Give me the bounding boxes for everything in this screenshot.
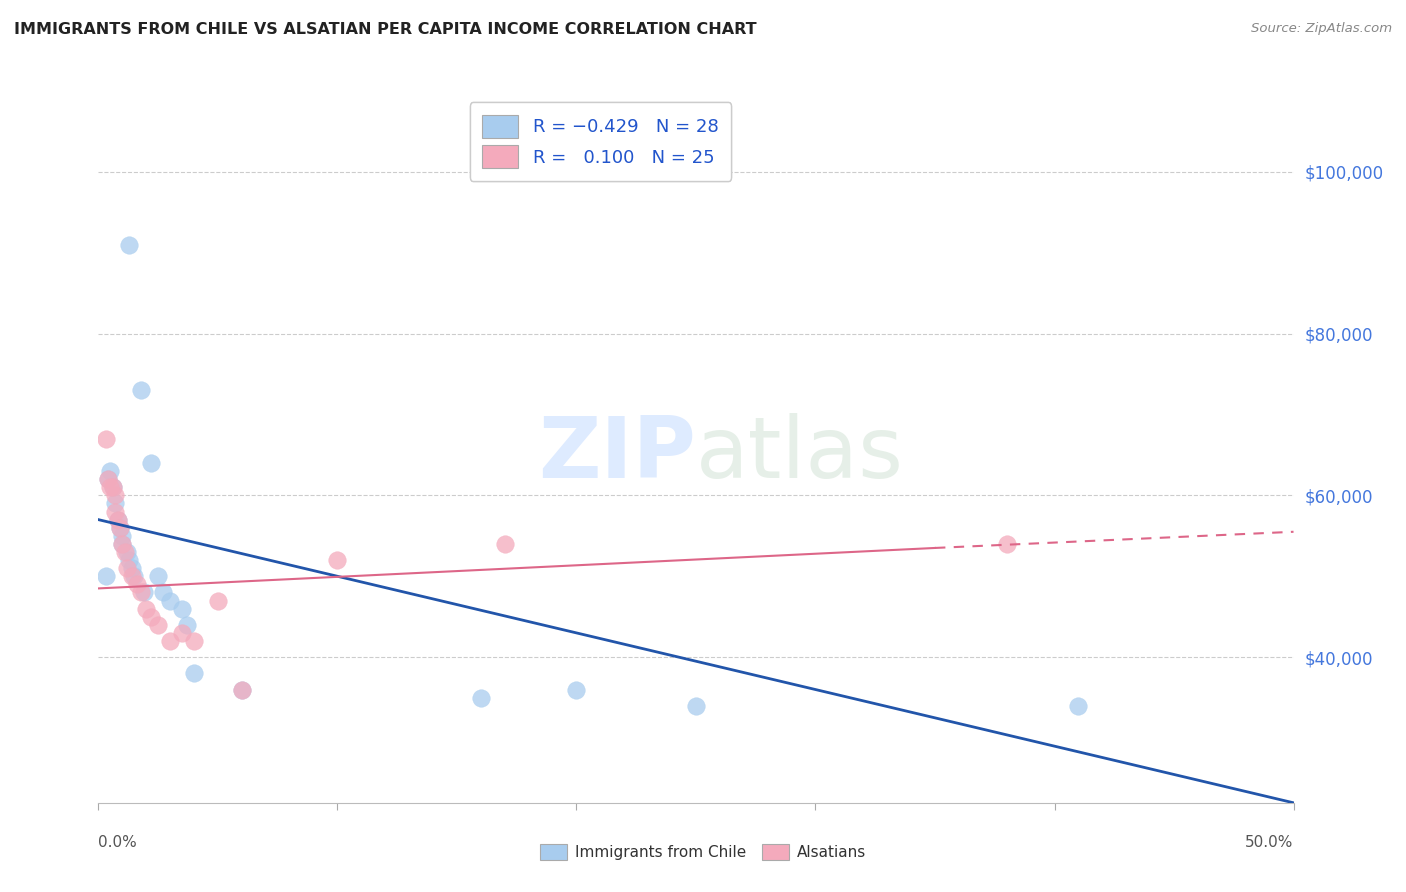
Point [995,537,1018,551]
Point [131,383,153,397]
Point [131,585,153,599]
Point [101,480,124,494]
Text: IMMIGRANTS FROM CHILE VS ALSATIAN PER CAPITA INCOME CORRELATION CHART: IMMIGRANTS FROM CHILE VS ALSATIAN PER CA… [14,22,756,37]
Text: ZIP: ZIP [538,413,696,497]
Point [148,617,170,632]
Point [172,601,194,615]
Point [159,593,181,607]
Point [685,698,707,713]
Point [125,577,148,591]
Point [101,480,124,494]
Point [139,456,162,470]
Point [172,626,194,640]
Point [132,585,155,599]
Text: Source: ZipAtlas.com: Source: ZipAtlas.com [1251,22,1392,36]
Point [111,537,134,551]
Text: 0.0%: 0.0% [98,836,138,850]
Legend: R = −0.429   N = 28, R =   0.100   N = 25: R = −0.429 N = 28, R = 0.100 N = 25 [470,103,731,181]
Point [118,237,141,252]
Point [115,545,138,559]
Point [231,682,253,697]
Point [111,537,134,551]
Point [94,569,117,583]
Point [135,601,157,615]
Point [470,690,492,705]
Point [231,682,253,697]
Point [152,585,174,599]
Point [183,666,205,681]
Point [108,521,131,535]
Point [326,553,349,567]
Point [107,513,129,527]
Point [183,634,205,648]
Point [121,561,143,575]
Point [148,569,170,583]
Point [118,553,141,567]
Point [94,432,117,446]
Point [121,569,143,583]
Point [104,496,127,510]
Point [115,561,138,575]
Point [1067,698,1090,713]
Point [98,480,122,494]
Point [494,537,516,551]
Point [565,682,588,697]
Point [107,513,129,527]
Point [97,472,120,486]
Point [108,521,131,535]
Point [176,617,198,632]
Point [97,472,120,486]
Point [104,488,127,502]
Point [114,545,136,559]
Point [104,504,127,518]
Point [207,593,229,607]
Point [139,609,162,624]
Legend: Immigrants from Chile, Alsatians: Immigrants from Chile, Alsatians [534,838,872,866]
Text: 50.0%: 50.0% [1246,836,1294,850]
Point [111,529,134,543]
Point [98,464,122,478]
Point [124,569,146,583]
Point [159,634,181,648]
Text: atlas: atlas [696,413,904,497]
